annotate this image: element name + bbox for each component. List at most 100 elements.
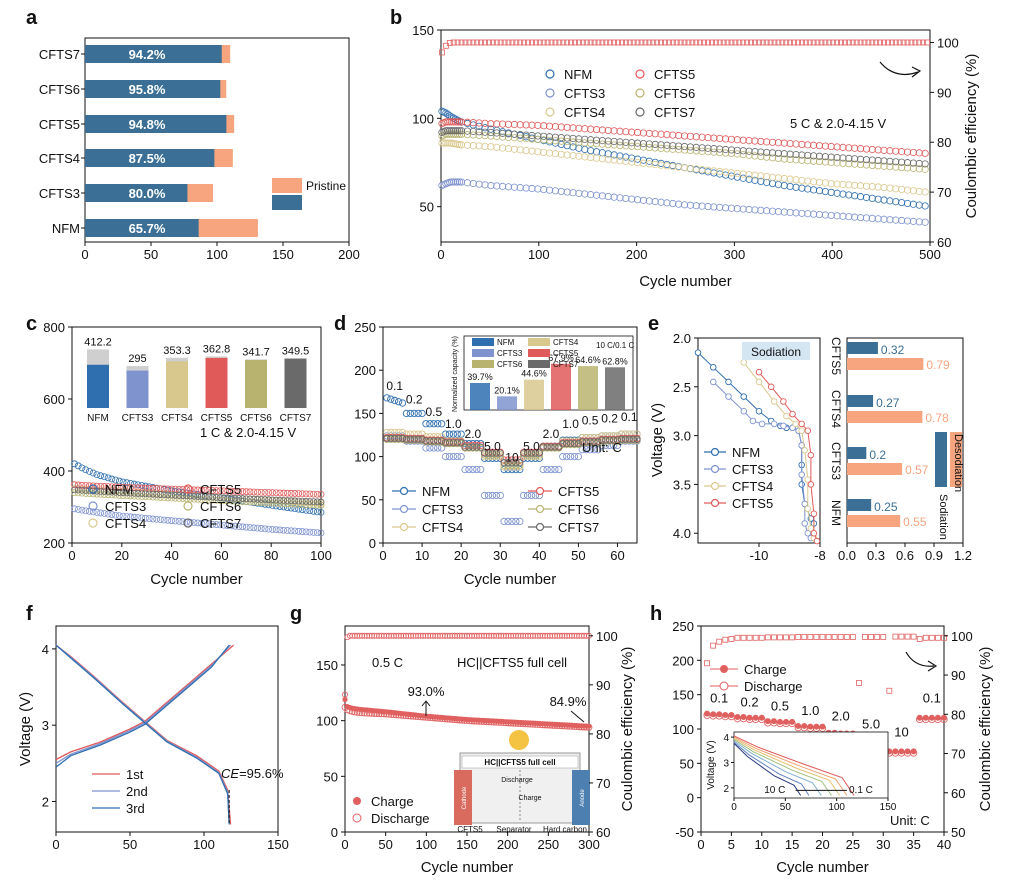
panel-b-point-CFTS3: [704, 202, 712, 211]
panel-b-ce-point: [548, 39, 555, 46]
panel-d-point-NFM: [422, 420, 430, 428]
panel-h-ce-point: [874, 634, 881, 640]
panel-b-point-CFTS7: [862, 156, 871, 164]
panel-e-left-ylabel: Voltage (V): [649, 403, 666, 477]
panel-d-point-CFTS3: [453, 452, 461, 461]
panel-b-ce-point: [752, 39, 758, 46]
panel-e-legend-marker: [710, 481, 720, 491]
panel-c-point-CFTS3: [295, 527, 302, 535]
panel-b-point-CFTS7: [598, 136, 606, 145]
panel-c-point-CFTS5: [209, 487, 217, 494]
panel-b-point-CFTS4: [463, 141, 472, 149]
panel-c-point-CFTS5: [265, 489, 273, 496]
panel-h-inset-xtick-label: 150: [880, 802, 897, 813]
panel-e-left-y-tick-label: 2.0: [673, 331, 691, 346]
panel-b-point-CFTS7: [639, 139, 648, 148]
panel-d-point-CFTS7: [559, 439, 567, 448]
panel-b-ce-point: [622, 39, 629, 46]
panel-e-point-CFTS4: [771, 398, 778, 405]
panel-d-point-CFTS7: [480, 449, 489, 457]
panel-b-point-CFTS6: [663, 145, 671, 153]
panel-b-point-CFTS7: [727, 146, 736, 154]
panel-h-inset-ytick-label: 4: [723, 733, 729, 744]
panel-g-y2-tick-label: 100: [596, 629, 618, 644]
panel-b-point-CFTS3: [569, 189, 577, 197]
panel-e-sod-value: 0.25: [874, 500, 898, 514]
panel-b-ce-point: [478, 39, 484, 46]
panel-b-point-CFTS5: [880, 146, 888, 154]
panel-b-point-CFTS7: [669, 142, 677, 150]
panel-b-point-CFTS4: [651, 160, 659, 169]
panel-d-point-CFTS3: [512, 517, 520, 526]
panel-e-bar-desodiation: [847, 463, 903, 475]
panel-b-ce-point: [709, 39, 715, 46]
panel-b-point-CFTS7: [774, 149, 783, 157]
panel-b-point-CFTS3: [557, 187, 565, 196]
panel-c-point-NFM: [78, 464, 86, 472]
panel-d-point-CFTS3: [480, 491, 489, 500]
panel-b-point-CFTS7: [810, 152, 818, 160]
panel-h-y2-tick-label: 80: [951, 707, 965, 722]
panel-b-y2-tick-label: 100: [937, 35, 959, 50]
panel-h-ce-point: [795, 634, 802, 640]
panel-b-ce-point: [904, 39, 911, 46]
panel-c-point-CFTS5: [298, 490, 306, 498]
panel-b-point-CFTS7: [545, 133, 554, 141]
panel-h-charge-point: [916, 714, 923, 721]
panel-b-point-CFTS5: [716, 134, 724, 143]
panel-b-point-CFTS6: [792, 156, 800, 164]
panel-d-rate-label: 0.2: [406, 393, 423, 407]
panel-b-point-CFTS3: [851, 213, 859, 221]
panel-f-x-tick-label: 50: [123, 837, 137, 852]
panel-d-legend-label: NFM: [422, 484, 450, 499]
panel-b-point-CFTS6: [833, 159, 841, 167]
panel-b-point-CFTS5: [804, 141, 812, 149]
panel-e-point-CFTS3: [725, 393, 732, 400]
panel-e-left-frame: [697, 337, 821, 544]
panel-b-point-CFTS5: [792, 140, 800, 148]
panel-b-point-CFTS6: [455, 130, 464, 138]
panel-b-point-CFTS7: [763, 148, 771, 157]
panel-b-point-CFTS4: [639, 159, 648, 167]
panel-h-inset-xtick-label: 0: [731, 802, 737, 813]
panel-e-category: CFTS3: [829, 442, 843, 480]
panel-b-frame: [440, 29, 931, 243]
panel-b-point-CFTS5: [534, 121, 542, 129]
panel-b-point-CFTS5: [475, 119, 483, 127]
panel-b-point-CFTS4: [540, 148, 548, 157]
panel-c-point-CFTS3: [168, 517, 176, 525]
panel-b-point-CFTS3: [692, 202, 700, 210]
panel-d-y-tick-label: 100: [354, 450, 376, 465]
panel-b-point-CFTS7: [604, 137, 612, 145]
panel-d-point-NFM: [387, 395, 395, 403]
panel-b-point-CFTS6: [780, 155, 788, 163]
panel-b-point-CFTS7: [481, 128, 489, 136]
panel-b-x-tick-label: 200: [626, 247, 648, 262]
panel-h-ce-point: [825, 634, 832, 640]
panel-d-point-CFTS7: [445, 439, 454, 447]
panel-b-ce-point: [439, 49, 445, 56]
panel-g-legend-charge: Charge: [371, 794, 414, 809]
panel-b-point-CFTS6: [575, 138, 583, 147]
panel-d-unit: Unit: C: [582, 440, 622, 455]
panel-b-point-CFTS6: [522, 135, 530, 143]
panel-b-point-CFTS7: [454, 127, 462, 135]
panel-b-point-CFTS7: [575, 135, 583, 143]
panel-c-legend-marker: [183, 518, 193, 528]
panel-b-point-CFTS6: [499, 133, 507, 141]
panel-c-point-CFTS7: [306, 498, 314, 505]
panel-d-inset-bar: [578, 366, 598, 410]
panel-c-inset-bar: [205, 357, 228, 408]
panel-b-ce-point: [720, 39, 727, 46]
panel-c-point-CFTS7: [265, 496, 273, 504]
panel-d-point-CFTS3: [539, 465, 547, 474]
panel-b-point-CFTS6: [727, 149, 736, 158]
panel-d-point-CFTS7: [457, 439, 465, 447]
panel-b-point-NFM: [704, 168, 712, 176]
panel-h-x-tick-label: 5: [728, 837, 735, 852]
panel-h-charge-point: [813, 723, 820, 730]
panel-b-ce-point: [697, 39, 704, 46]
panel-c-point-CFTS7: [213, 493, 220, 501]
panel-b-ce-point: [810, 39, 817, 46]
panel-b-point-CFTS3: [815, 210, 824, 219]
